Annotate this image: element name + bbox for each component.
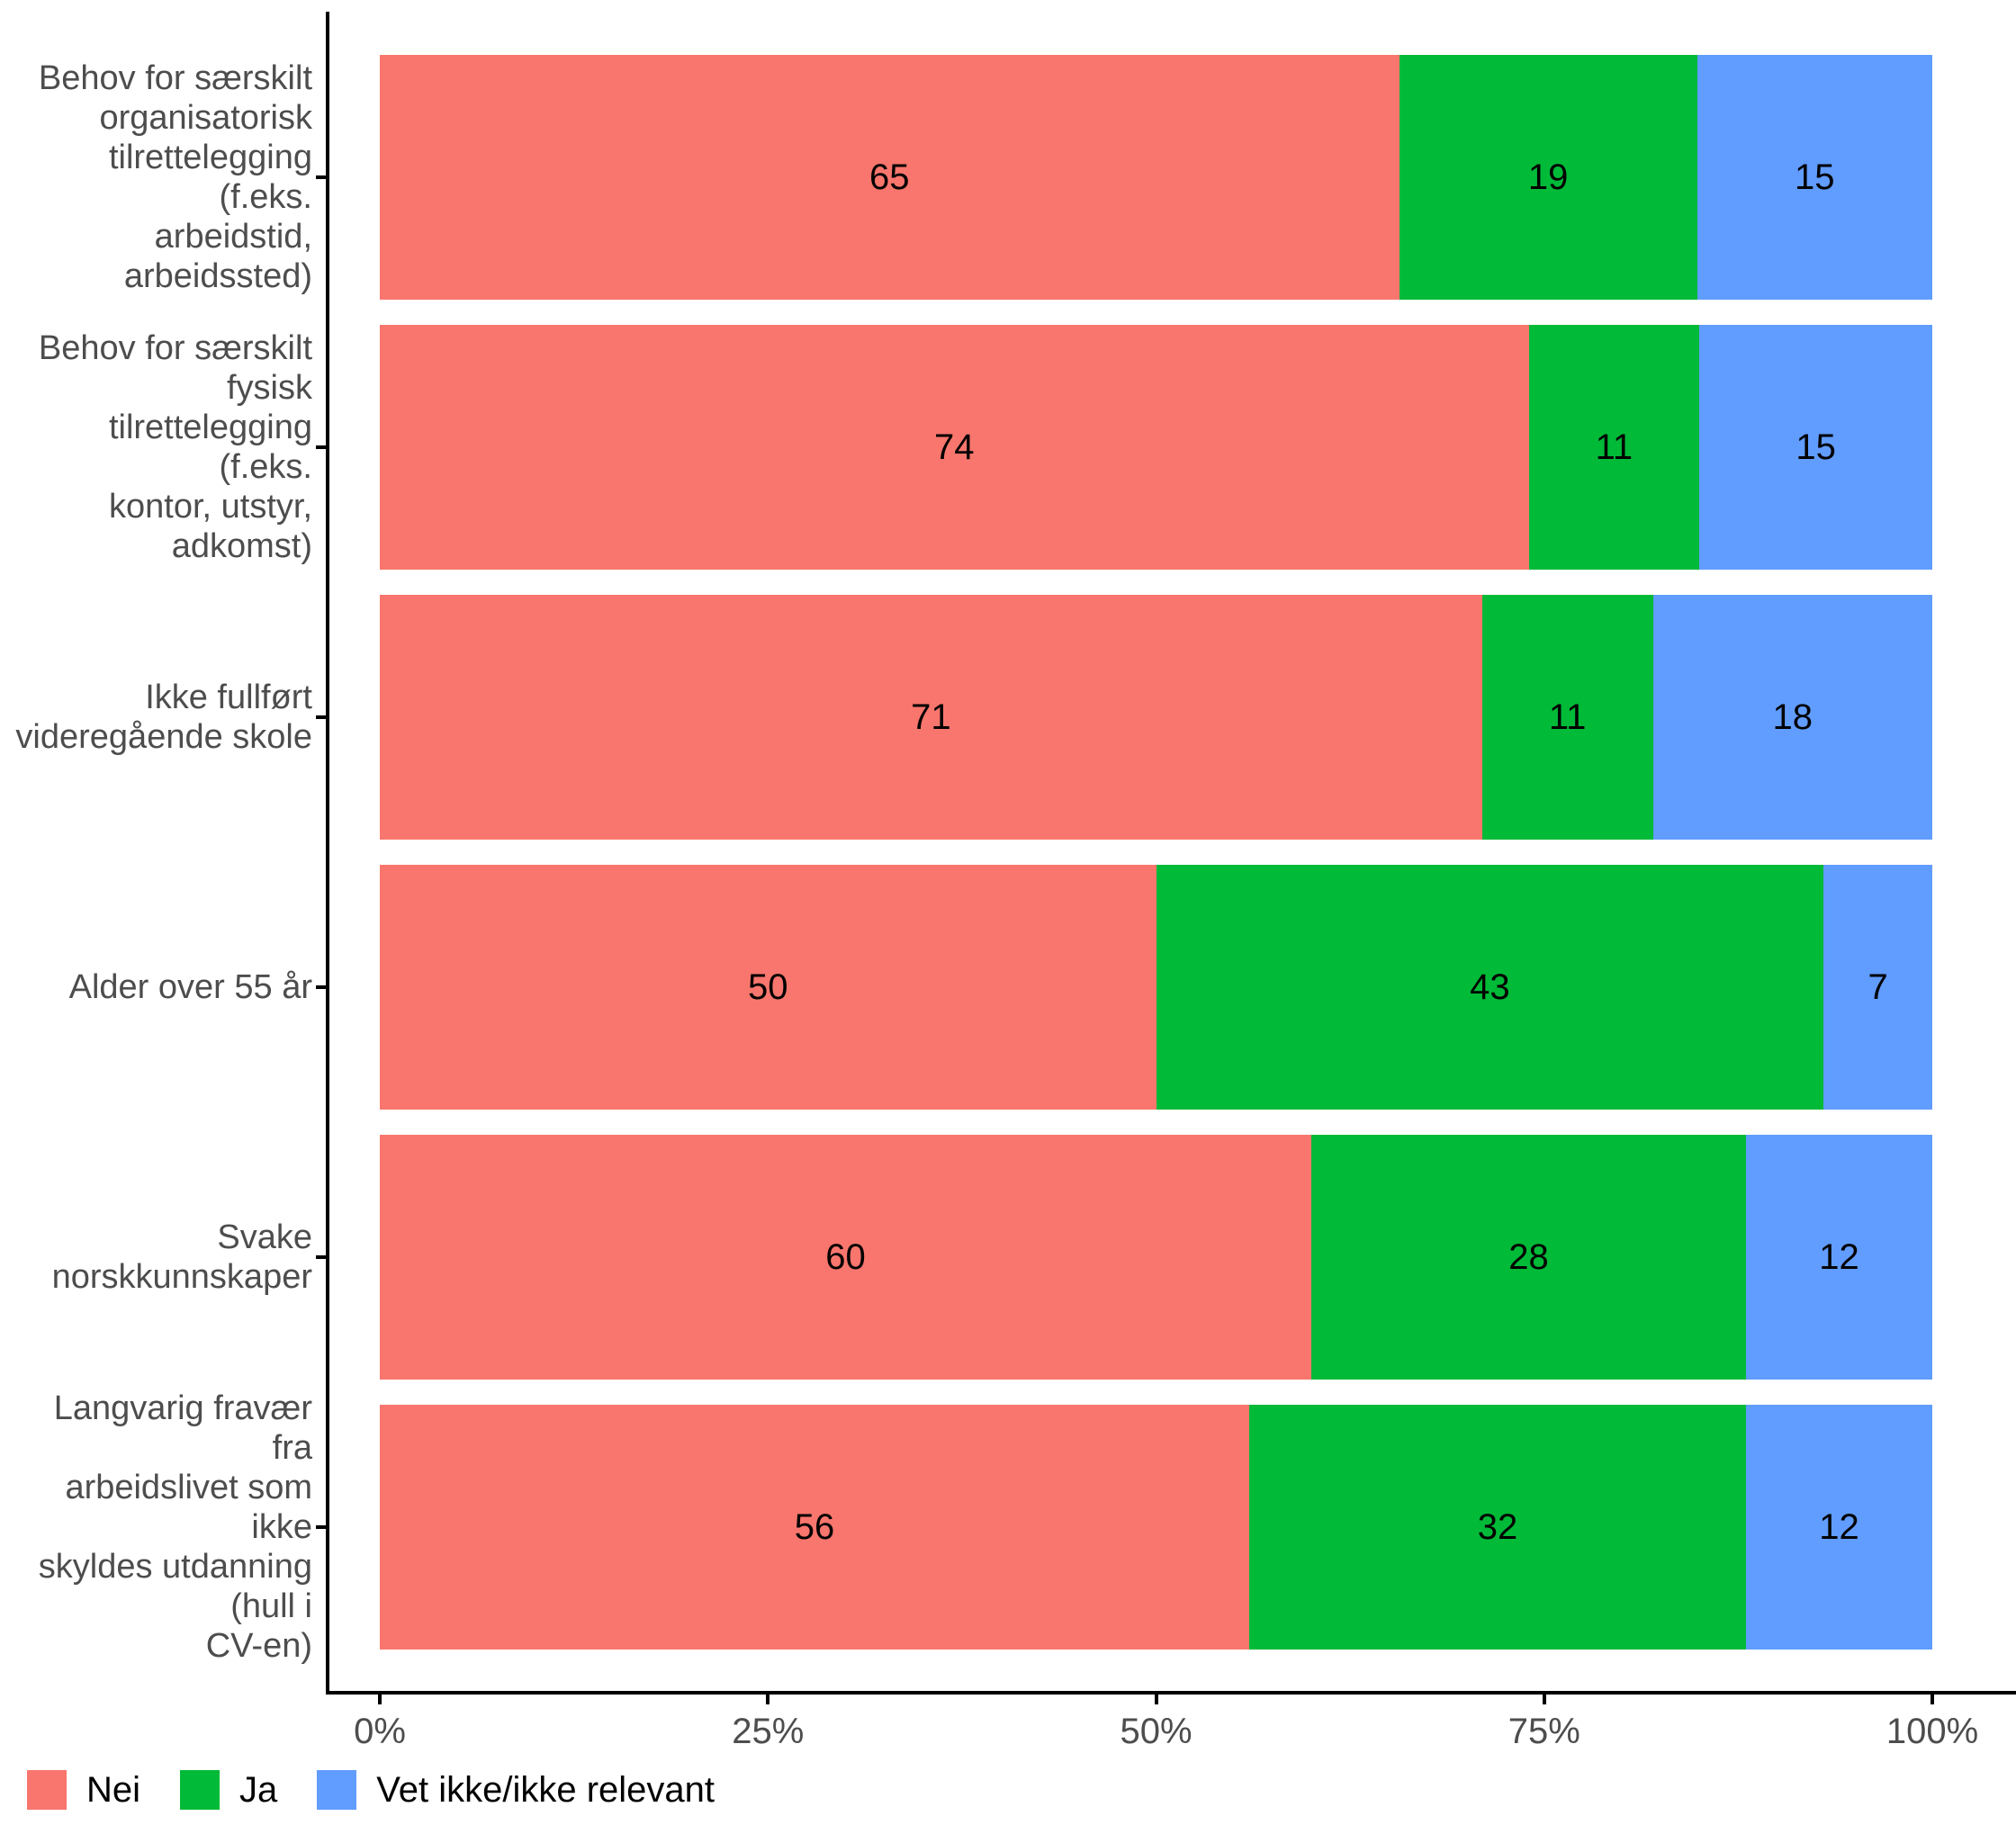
bar-value-label: 71 (911, 697, 951, 737)
x-axis-tick-mark (1542, 1693, 1546, 1704)
bar-value-label: 15 (1795, 157, 1835, 197)
x-axis-tick-label: 50% (1120, 1712, 1192, 1751)
bar-value-label: 11 (1595, 427, 1634, 467)
bar-segment-vet-ikke-ikke-relevant: 7 (1823, 865, 1932, 1110)
bar-value-label: 15 (1796, 427, 1836, 467)
bar-segment-nei: 71 (380, 595, 1482, 840)
bar-segment-ja: 19 (1399, 55, 1697, 300)
legend: Nei Ja Vet ikke/ikke relevant (27, 1767, 754, 1812)
y-axis-tick-mark (316, 715, 327, 719)
bar-value-label: 12 (1819, 1507, 1859, 1547)
bar-segment-ja: 43 (1156, 865, 1824, 1110)
x-axis-tick-label: 25% (732, 1712, 805, 1751)
bar-value-label: 28 (1508, 1237, 1549, 1277)
y-axis-tick-mark (316, 1255, 327, 1259)
bar-segment-nei: 74 (380, 325, 1529, 570)
bar-track: 56 32 12 (380, 1405, 1932, 1650)
category-label: Ikke fullført videregående skole (15, 679, 312, 756)
legend-label: Nei (86, 1770, 141, 1810)
legend-swatch-icon (27, 1770, 67, 1810)
bar-track: 71 11 18 (380, 595, 1932, 840)
bar-value-label: 7 (1868, 967, 1888, 1007)
bar-segment-ja: 28 (1311, 1135, 1746, 1380)
category-label: Langvarig fravær fra arbeidslivet som ik… (38, 1389, 312, 1665)
bar-value-label: 43 (1470, 967, 1510, 1007)
bar-value-label: 60 (825, 1237, 866, 1277)
bar-value-label: 32 (1477, 1507, 1518, 1547)
legend-item: Nei (27, 1770, 140, 1810)
bar-segment-vet-ikke-ikke-relevant: 18 (1652, 595, 1932, 840)
bar-segment-vet-ikke-ikke-relevant: 12 (1746, 1405, 1932, 1650)
bar-track: 50 43 7 (380, 865, 1932, 1110)
category-label: Behov for særskilt fysisk tilretteleggin… (38, 329, 312, 565)
bar-segment-ja: 11 (1528, 325, 1700, 570)
bar-track: 60 28 12 (380, 1135, 1932, 1380)
bar-value-label: 56 (794, 1507, 835, 1547)
bar-value-label: 19 (1527, 157, 1569, 197)
category-label: Alder over 55 år (68, 968, 312, 1006)
bar-segment-ja: 32 (1249, 1405, 1746, 1650)
bar-value-label: 11 (1548, 697, 1587, 737)
bar-value-label: 65 (869, 157, 910, 197)
bar-segment-nei: 56 (380, 1405, 1249, 1650)
x-axis-tick-mark (378, 1693, 382, 1704)
bar-segment-ja: 11 (1481, 595, 1653, 840)
bar-value-label: 12 (1819, 1237, 1859, 1277)
x-axis-tick-label: 75% (1508, 1712, 1580, 1751)
y-axis-tick-mark (316, 1525, 327, 1529)
category-label: Behov for særskilt organisatorisk tilret… (38, 59, 312, 295)
x-axis-line (326, 1691, 2016, 1695)
bar-segment-vet-ikke-ikke-relevant: 15 (1696, 55, 1932, 300)
bar-segment-vet-ikke-ikke-relevant: 15 (1699, 325, 1932, 570)
legend-swatch-icon (317, 1770, 357, 1810)
y-axis-line (326, 12, 329, 1695)
legend-label: Vet ikke/ikke relevant (376, 1770, 716, 1810)
bar-value-label: 18 (1772, 697, 1814, 737)
bar-segment-nei: 50 (380, 865, 1156, 1110)
x-axis-tick-mark (1154, 1693, 1158, 1704)
x-axis-tick-label: 0% (354, 1712, 406, 1751)
bar-value-label: 50 (748, 967, 788, 1007)
legend-item: Ja (180, 1770, 277, 1810)
bar-track: 65 19 15 (380, 55, 1932, 300)
legend-label: Ja (239, 1770, 278, 1810)
x-axis-tick-label: 100% (1886, 1712, 1979, 1751)
bar-segment-nei: 65 (380, 55, 1400, 300)
bar-value-label: 74 (934, 427, 975, 467)
x-axis-tick-mark (766, 1693, 770, 1704)
y-axis-tick-mark (316, 985, 327, 989)
bar-segment-nei: 60 (380, 1135, 1311, 1380)
y-axis-tick-mark (316, 175, 327, 179)
category-label: Svake norskkunnskaper (51, 1218, 312, 1296)
legend-item: Vet ikke/ikke relevant (317, 1770, 715, 1810)
x-axis-tick-mark (1930, 1693, 1934, 1704)
bar-track: 74 11 15 (380, 325, 1932, 570)
y-axis-tick-mark (316, 445, 327, 449)
legend-swatch-icon (180, 1770, 220, 1810)
bar-segment-vet-ikke-ikke-relevant: 12 (1746, 1135, 1932, 1380)
